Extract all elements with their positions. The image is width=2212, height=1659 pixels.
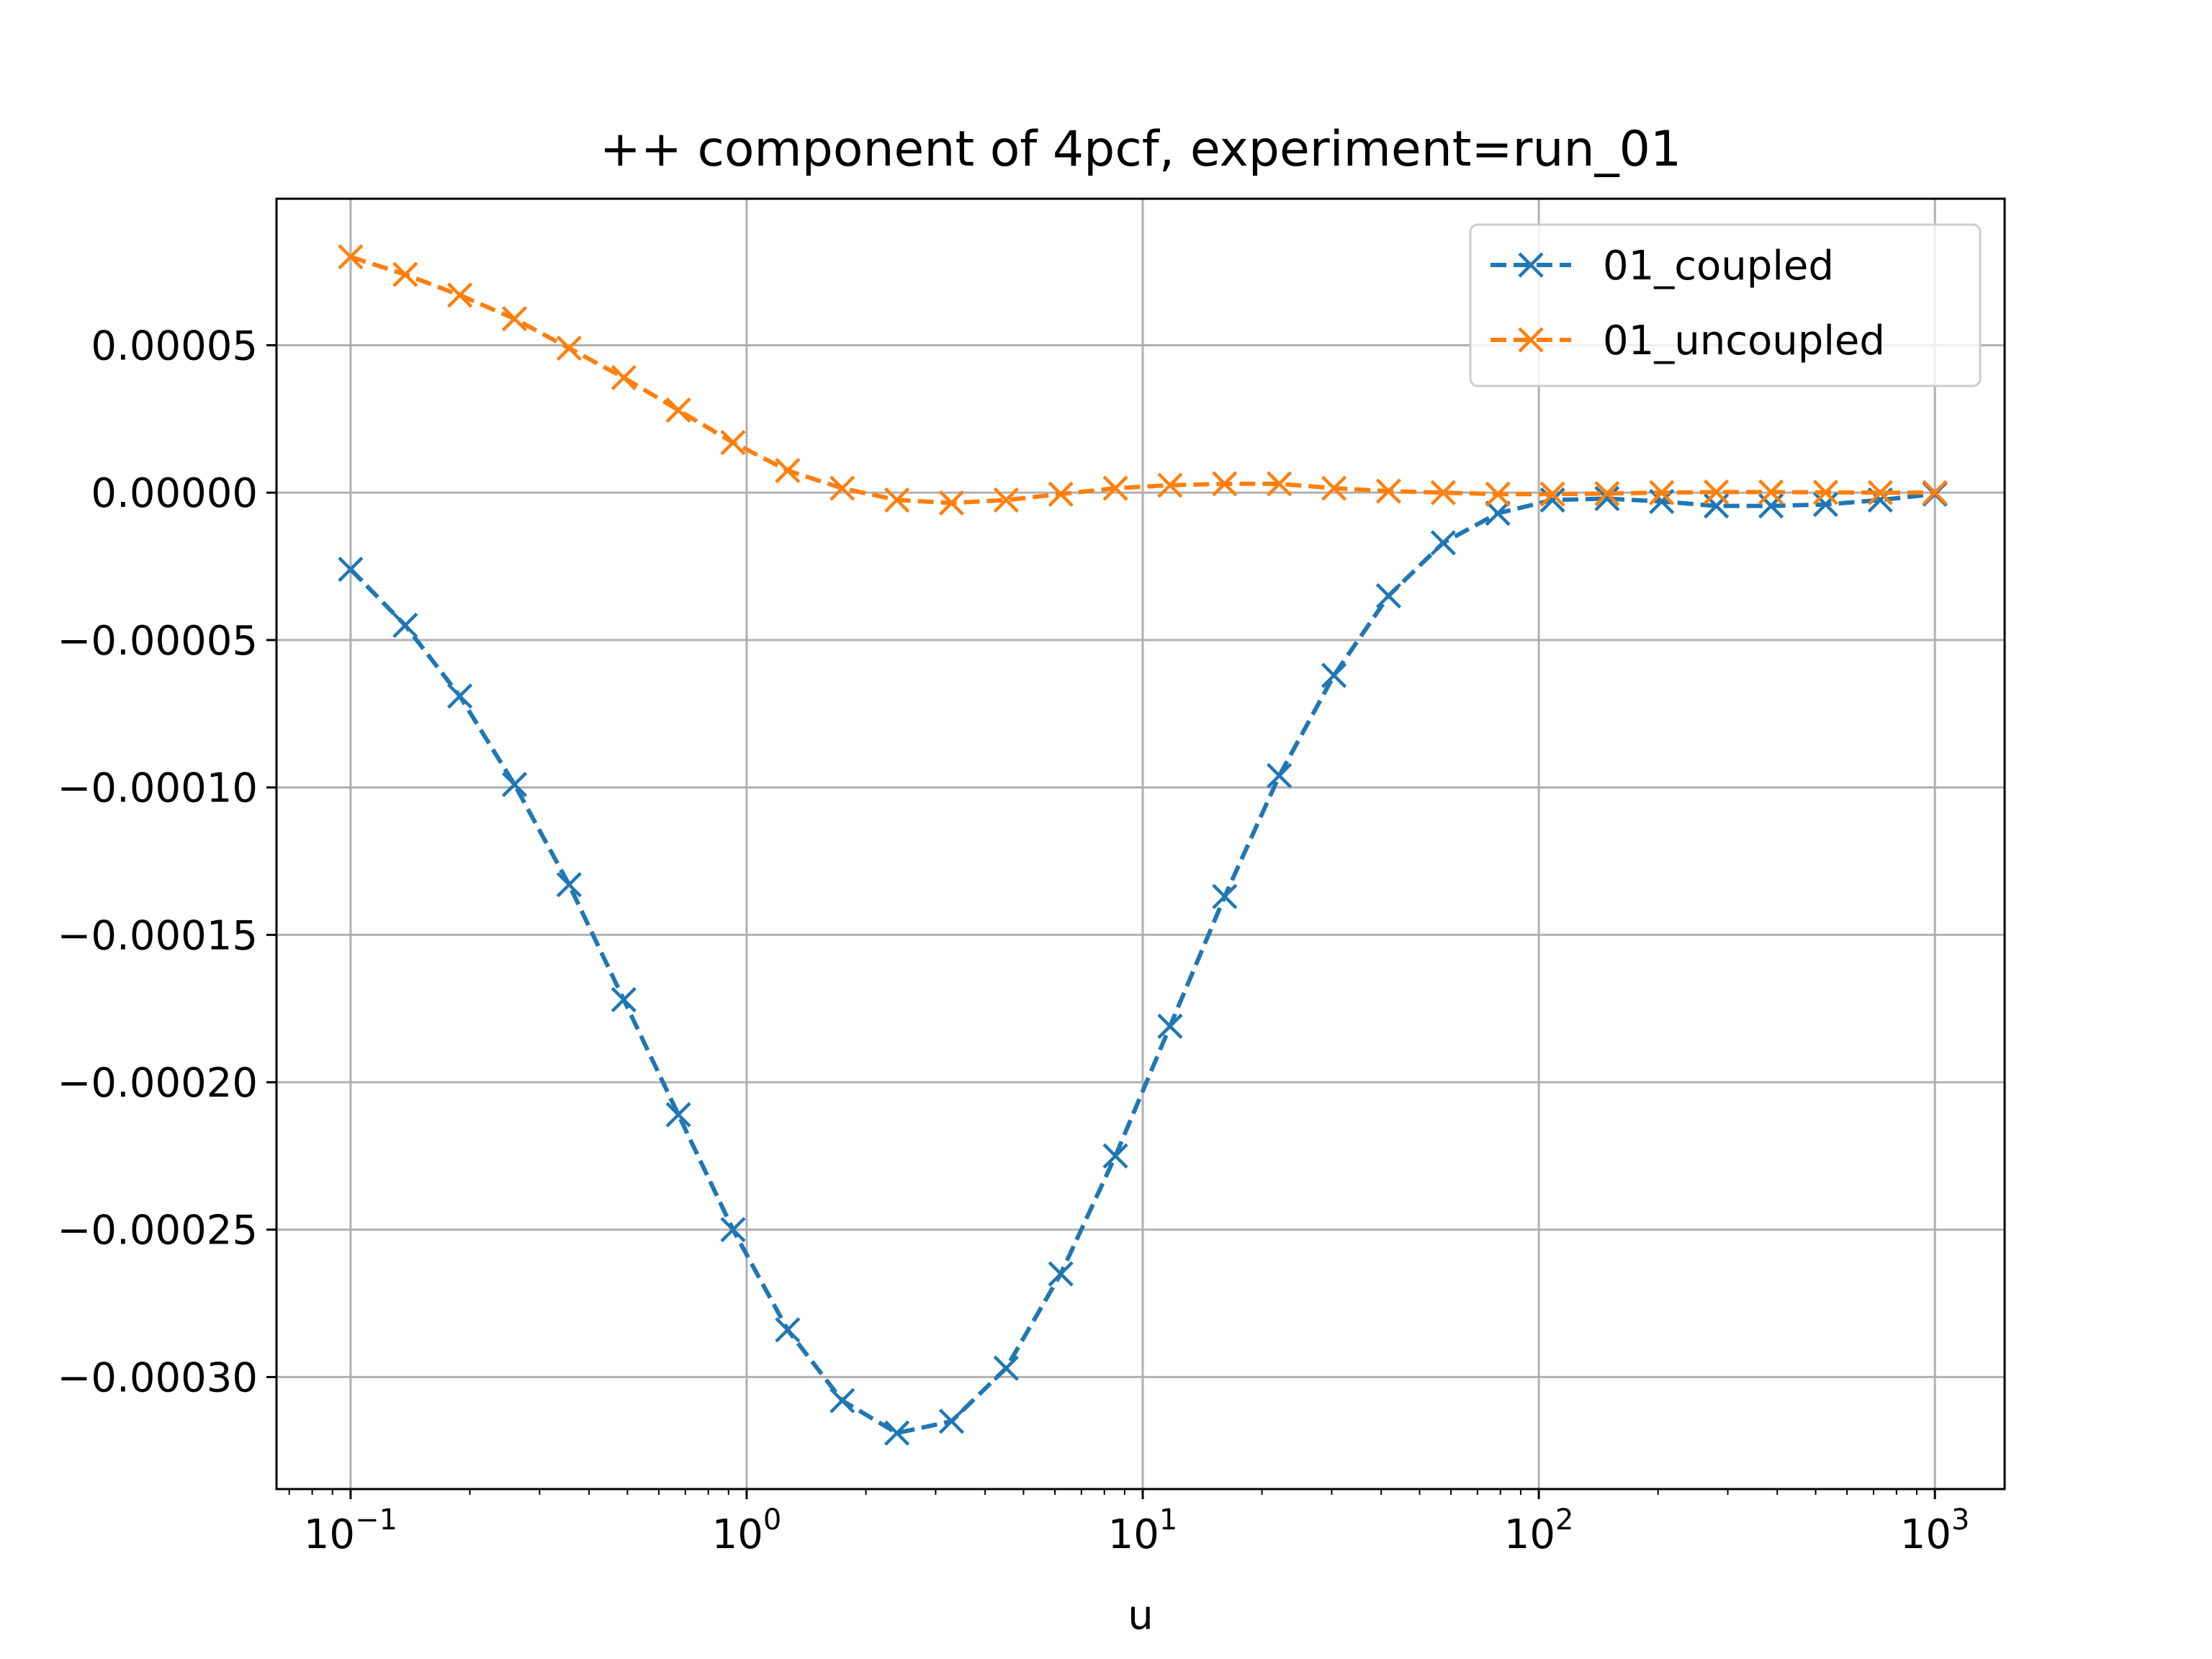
data-point-marker	[556, 872, 582, 898]
data-point-marker	[775, 457, 801, 484]
x-tick-label: 101	[1108, 1503, 1178, 1558]
y-tick-label: −0.00005	[58, 618, 258, 665]
data-point-marker	[665, 1102, 691, 1128]
data-point-marker	[830, 475, 855, 501]
data-point-marker	[993, 487, 1019, 513]
y-tick-labels: 0.00005 0.00000 −0.00005 −0.00010 −0.00015 −0…	[58, 323, 258, 1401]
legend: 01_coupled 01_uncoupled	[1469, 223, 1982, 387]
series-01_uncoupled	[338, 244, 1948, 516]
data-point-marker	[1704, 479, 1730, 505]
data-point-marker	[1430, 530, 1456, 556]
x-tick-labels: 10−1 100 101 102 103	[304, 1503, 1970, 1558]
data-point-marker	[1485, 481, 1511, 507]
data-point-marker	[611, 364, 637, 391]
y-tick-label: 0.00000	[91, 470, 258, 517]
y-tick-label: −0.00025	[58, 1208, 258, 1254]
data-point-marker	[1267, 763, 1292, 788]
plot-frame	[275, 197, 2006, 1491]
data-point-marker	[938, 490, 965, 516]
y-tick-label: 0.00005	[91, 323, 258, 369]
data-point-marker	[1812, 480, 1838, 505]
y-tick-label: −0.00015	[58, 912, 258, 959]
data-point-marker	[1102, 1143, 1128, 1169]
data-point-marker	[1212, 471, 1238, 497]
data-point-marker	[447, 683, 473, 709]
data-point-marker	[1485, 500, 1511, 526]
data-point-marker	[1758, 479, 1784, 505]
data-point-marker	[611, 986, 637, 1012]
chart-title: ++ component of 4pcf, experiment=run_01	[600, 121, 1681, 178]
data-point-marker	[501, 306, 528, 332]
data-point-marker	[338, 557, 364, 583]
data-point-marker	[1375, 478, 1402, 504]
x-tick-label: 102	[1504, 1503, 1574, 1558]
y-tick-label: −0.00020	[58, 1060, 258, 1107]
data-point-marker	[556, 335, 582, 361]
data-point-marker	[447, 282, 473, 308]
legend-label: 01_uncoupled	[1603, 318, 1885, 364]
data-point-marker	[720, 429, 746, 456]
grid	[276, 199, 2005, 1489]
data-point-marker	[1375, 583, 1402, 609]
data-point-marker	[1594, 485, 1620, 511]
data-point-marker	[884, 1420, 910, 1446]
series-layer	[338, 244, 1948, 1446]
legend-label: 01_coupled	[1603, 243, 1834, 289]
data-point-marker	[1867, 480, 1893, 505]
x-tick-label: 10−1	[304, 1503, 397, 1558]
data-point-marker	[720, 1217, 746, 1243]
data-point-marker	[938, 1408, 965, 1434]
data-point-marker	[775, 1317, 801, 1343]
data-point-marker	[1157, 1013, 1183, 1039]
legend-box	[1469, 223, 1982, 387]
x-tick-label: 100	[712, 1503, 782, 1558]
data-point-marker	[830, 1388, 855, 1413]
data-point-marker	[1048, 481, 1074, 507]
data-point-marker	[1649, 480, 1675, 505]
data-point-marker	[1321, 662, 1347, 688]
series-line	[349, 254, 1936, 505]
data-point-marker	[1539, 481, 1565, 507]
data-point-marker	[501, 771, 528, 798]
data-point-marker	[1594, 480, 1620, 507]
data-point-marker	[392, 612, 418, 639]
legend-marker-swatch	[1518, 252, 1544, 278]
data-point-marker	[1922, 480, 1948, 505]
x-axis-label: u	[1128, 1592, 1154, 1639]
data-point-marker	[338, 244, 364, 270]
data-point-marker	[1157, 472, 1183, 498]
data-point-marker	[1321, 475, 1347, 501]
data-point-marker	[884, 487, 910, 513]
data-point-marker	[392, 261, 418, 287]
data-point-marker	[993, 1355, 1019, 1381]
data-point-marker	[1048, 1261, 1074, 1287]
ticks	[266, 343, 1936, 1499]
legend-marker-swatch	[1518, 327, 1544, 353]
data-point-marker	[1812, 491, 1838, 518]
y-tick-label: −0.00010	[58, 765, 258, 812]
data-point-marker	[1102, 475, 1128, 501]
data-point-marker	[1267, 471, 1292, 497]
data-point-marker	[665, 397, 691, 423]
data-point-marker	[1430, 480, 1456, 505]
data-point-marker	[1212, 884, 1238, 909]
y-tick-label: −0.00030	[58, 1354, 258, 1401]
series-line	[349, 492, 1936, 1436]
x-tick-label: 103	[1900, 1503, 1970, 1558]
